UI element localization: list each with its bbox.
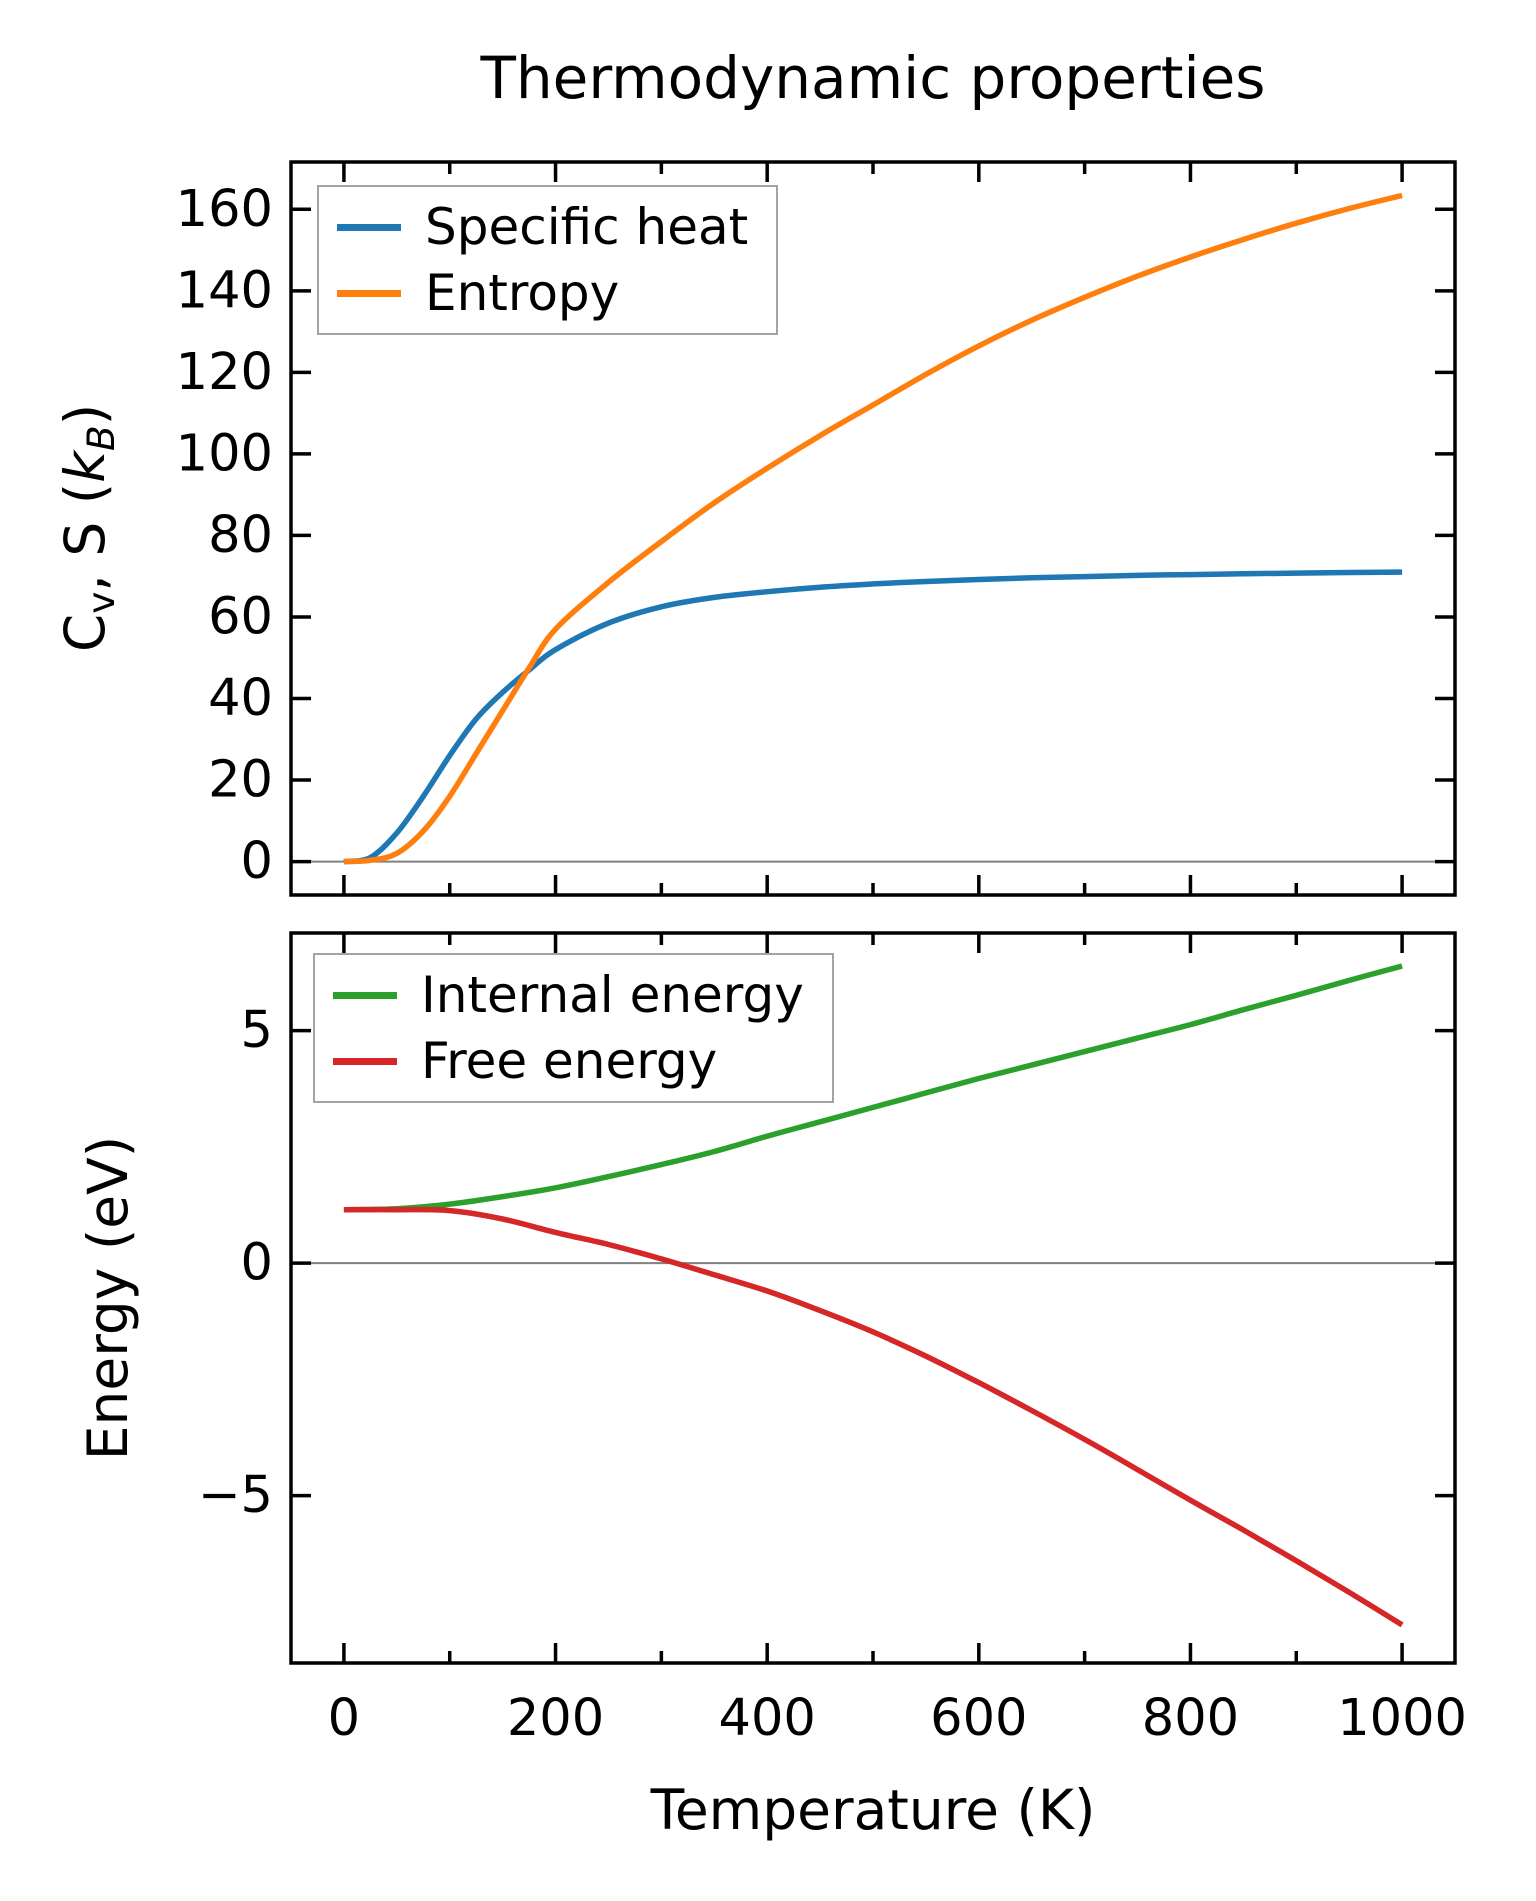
- y-axis-label-segment: v: [79, 591, 124, 614]
- y-tick-label: 0: [241, 832, 273, 891]
- entropy-line: [343, 192, 1403, 865]
- y-axis-label-segment: k: [52, 450, 117, 483]
- legend-entry-label: Free energy: [421, 1032, 718, 1090]
- legend-entry-label: Specific heat: [425, 198, 749, 256]
- y-tick-label: 60: [208, 587, 273, 646]
- y-tick-label: 160: [176, 180, 273, 239]
- legend-entry: Free energy: [333, 1031, 804, 1091]
- x-axis-label: Temperature (K): [650, 1778, 1096, 1842]
- y-axis-label-segment: , S (: [52, 482, 117, 592]
- y-tick-label: 5: [241, 1001, 273, 1060]
- legend-entry-label: Internal energy: [421, 966, 804, 1024]
- x-tick-label: 1000: [1337, 1689, 1467, 1748]
- y-tick-label: 40: [208, 669, 273, 728]
- x-tick-labels: 0 200 400 600 800 1000: [328, 1689, 1467, 1748]
- top-legend: Specific heat Entropy: [317, 185, 779, 335]
- y-tick-label: −5: [198, 1466, 273, 1525]
- y-axis-label-segment: ): [52, 403, 117, 426]
- y-tick-label: 20: [208, 751, 273, 810]
- x-tick-label: 600: [930, 1689, 1027, 1748]
- x-ticks: [342, 162, 1404, 895]
- x-ticks: [342, 933, 1404, 1663]
- y-axis-label-segment: B: [79, 425, 124, 451]
- legend-entry: Entropy: [337, 263, 748, 323]
- figure-title: Thermodynamic properties: [480, 44, 1266, 112]
- specific-heat-line: [343, 569, 1403, 865]
- free-energy-line: [343, 1206, 1404, 1628]
- x-tick-label: 400: [719, 1689, 816, 1748]
- legend-entry-label: Entropy: [425, 264, 620, 322]
- y-axis-label-segment: C: [52, 613, 117, 653]
- y-ticks: 0 20 40 60 80 100 120 140 160: [176, 180, 1455, 891]
- top-plot-area: 0 20 40 60 80 100 120 140 160: [176, 160, 1457, 897]
- legend-entry: Specific heat: [337, 197, 748, 257]
- x-tick-label: 0: [328, 1689, 360, 1748]
- bottom-y-axis-label: Energy (eV): [76, 1135, 140, 1461]
- y-tick-label: 100: [176, 424, 273, 483]
- y-ticks: −5 0 5: [198, 1001, 1455, 1525]
- bottom-legend: Internal energy Free energy: [313, 953, 834, 1103]
- y-tick-label: 80: [208, 506, 273, 565]
- bottom-plot-area: −5 0 5 0 200 400 600 800 1000: [198, 931, 1467, 1748]
- x-tick-label: 200: [507, 1689, 604, 1748]
- x-tick-label: 800: [1142, 1689, 1239, 1748]
- legend-entry: Internal energy: [333, 965, 804, 1025]
- top-y-axis-label: Cv, S (kB): [53, 404, 123, 652]
- legend-line-swatch: [333, 991, 397, 999]
- internal-energy-line: [343, 963, 1403, 1213]
- y-tick-label: 120: [176, 343, 273, 402]
- y-tick-label: 140: [176, 261, 273, 320]
- legend-line-swatch: [337, 289, 401, 297]
- y-tick-label: 0: [241, 1234, 273, 1293]
- legend-line-swatch: [337, 223, 401, 231]
- legend-line-swatch: [333, 1057, 397, 1065]
